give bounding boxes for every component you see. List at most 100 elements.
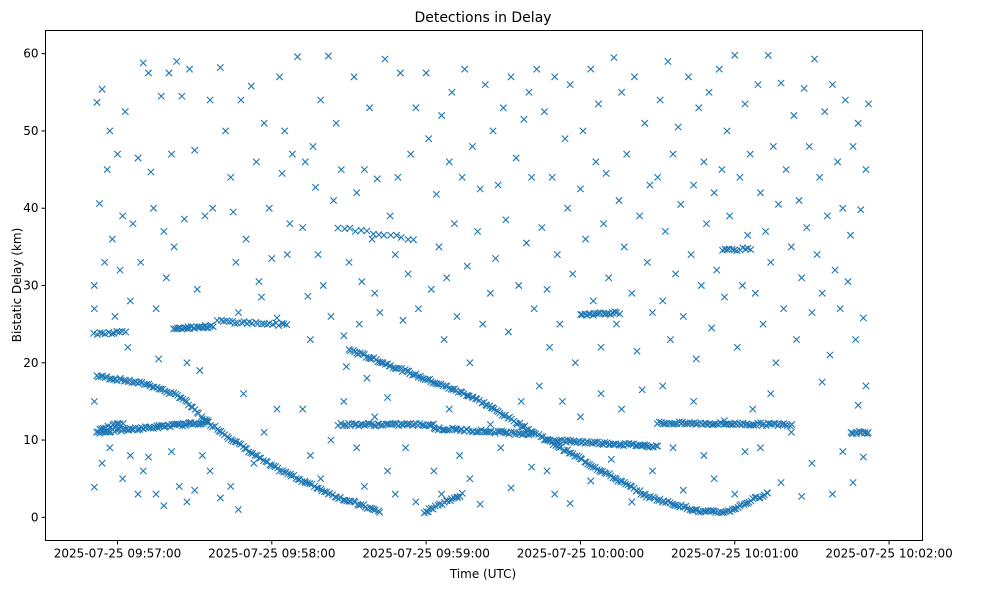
data-point-clutter	[265, 204, 273, 212]
data-point-clutter	[823, 212, 831, 220]
data-point-track-b	[593, 465, 601, 474]
data-point-clutter	[762, 227, 770, 235]
data-point-clutter	[669, 444, 677, 452]
data-point-clutter	[183, 498, 191, 506]
data-point-clutter	[810, 55, 819, 63]
data-point-track-k	[380, 231, 388, 239]
data-point-clutter	[674, 123, 682, 131]
data-point-clutter	[309, 142, 317, 150]
data-point-clutter	[587, 477, 595, 485]
data-point-clutter	[615, 196, 623, 205]
data-point-track-b	[691, 506, 699, 514]
data-point-clutter	[607, 455, 615, 463]
data-point-clutter	[821, 108, 829, 116]
data-point-clutter	[206, 96, 214, 104]
data-point-clutter	[155, 355, 163, 363]
data-point-clutter	[486, 421, 495, 429]
data-point-clutter	[126, 297, 134, 305]
data-point-track-b	[424, 376, 432, 384]
data-point-clutter	[852, 336, 860, 344]
data-point-clutter	[432, 190, 441, 198]
data-point-track-f3	[783, 422, 791, 430]
data-point-clutter	[216, 64, 224, 72]
data-point-clutter	[286, 220, 294, 228]
data-point-clutter	[250, 459, 258, 467]
data-point-track-c	[181, 421, 189, 430]
data-point-clutter	[445, 405, 453, 413]
data-point-clutter	[273, 405, 281, 413]
data-point-track-c	[201, 417, 209, 426]
data-point-clutter	[522, 239, 531, 247]
data-point-clutter	[538, 223, 546, 232]
data-point-track-a	[150, 383, 158, 391]
data-point-clutter	[741, 448, 749, 456]
data-point-clutter	[553, 251, 561, 259]
data-point-clutter	[386, 212, 394, 220]
data-point-clutter	[818, 378, 826, 386]
data-point-clutter	[533, 65, 541, 73]
data-point-clutter	[445, 158, 453, 166]
data-point-clutter	[103, 166, 111, 174]
data-point-clutter	[808, 308, 816, 317]
data-point-clutter	[566, 81, 574, 89]
data-point-clutter	[281, 127, 289, 135]
data-point-track-g3	[113, 327, 121, 336]
data-point-track-b	[743, 499, 751, 507]
data-point-clutter	[216, 494, 224, 502]
data-point-track-f3	[655, 418, 663, 426]
data-point-clutter	[301, 158, 309, 166]
data-point-clutter	[679, 486, 687, 494]
data-point-track-a	[320, 488, 329, 496]
data-point-track-b	[392, 364, 400, 373]
data-point-track-b	[561, 447, 569, 455]
data-point-track-f2	[507, 428, 516, 436]
data-point-track-e	[592, 439, 600, 447]
data-point-clutter	[461, 65, 469, 73]
data-point-track-l	[113, 420, 121, 428]
data-point-track-g1	[209, 323, 217, 331]
data-point-track-a	[187, 403, 195, 411]
data-point-track-f2	[450, 425, 459, 433]
data-point-track-f3	[742, 420, 751, 428]
data-point-track-g3	[122, 328, 130, 336]
data-point-clutter	[756, 189, 765, 197]
data-point-clutter	[317, 96, 325, 104]
data-point-clutter	[121, 108, 129, 116]
data-point-clutter	[160, 502, 168, 510]
data-point-clutter	[466, 475, 474, 483]
data-point-clutter	[450, 220, 459, 228]
data-point-clutter	[358, 278, 366, 286]
data-point-clutter	[90, 281, 98, 290]
data-point-clutter	[630, 73, 639, 81]
data-point-track-b	[518, 423, 527, 431]
data-point-clutter	[124, 343, 132, 351]
data-point-clutter	[816, 173, 824, 181]
data-point-track-a	[235, 439, 243, 448]
data-point-clutter	[571, 359, 579, 367]
data-point-clutter	[437, 111, 446, 120]
data-point-clutter	[95, 200, 104, 208]
data-point-clutter	[839, 448, 847, 456]
data-point-track-f1	[404, 420, 412, 428]
data-point-track-i	[616, 310, 624, 318]
data-point-clutter	[304, 292, 312, 300]
data-point-track-a	[255, 454, 263, 462]
data-point-clutter	[648, 308, 657, 317]
data-point-clutter	[340, 397, 348, 405]
data-point-track-k	[334, 224, 342, 232]
data-point-clutter	[427, 285, 435, 293]
y-tick-label: 10	[23, 433, 38, 447]
data-point-track-a	[357, 501, 365, 509]
data-point-clutter	[690, 181, 698, 189]
data-point-clutter	[798, 492, 806, 501]
x-tick-label: 2025-07-25 10:02:00	[825, 547, 952, 561]
data-point-clutter	[101, 258, 109, 266]
data-point-clutter	[399, 316, 407, 324]
data-point-track-g2	[274, 321, 283, 330]
data-point-track-a	[267, 461, 275, 470]
data-point-clutter	[314, 251, 322, 259]
data-point-clutter	[777, 478, 785, 487]
data-point-clutter	[111, 312, 119, 320]
data-point-clutter	[170, 243, 178, 251]
data-point-clutter	[535, 382, 543, 390]
